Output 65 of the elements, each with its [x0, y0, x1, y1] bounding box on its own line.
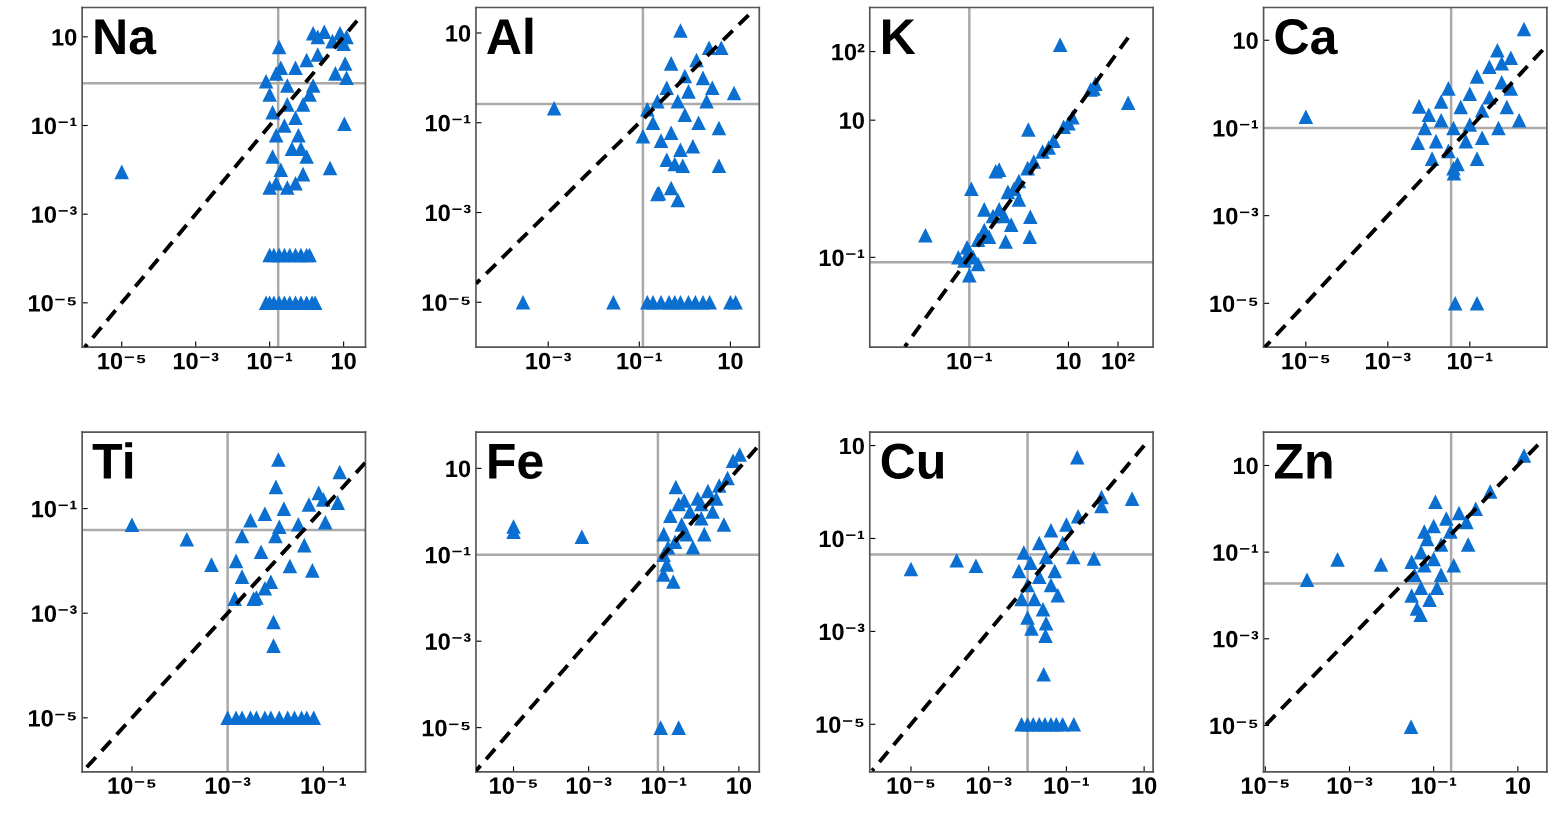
x-tick-label: 10 — [1132, 777, 1157, 794]
y-tick-label: 10⁻⁵ — [1210, 717, 1258, 735]
y-tick-label: 10 — [840, 112, 864, 129]
y-tick-label: 10 — [446, 460, 471, 478]
x-tick-label: 10⁻¹ — [947, 352, 992, 370]
y-tick-label: 10 — [1233, 32, 1258, 50]
x-tick-label: 10 — [1506, 777, 1531, 794]
chart-title: Cu — [881, 443, 944, 480]
x-tick-label: 10⁻¹ — [1411, 777, 1457, 794]
y-tick-label: 10⁻³ — [819, 623, 865, 641]
y-tick-label: 10⁻³ — [32, 206, 77, 223]
x-tick-label: 10⁻⁵ — [490, 777, 537, 794]
y-tick-label: 10⁻³ — [426, 633, 471, 650]
y-tick-label: 10⁻¹ — [1213, 544, 1258, 561]
x-tick-label: 10⁻³ — [526, 352, 571, 370]
y-tick-label: 10⁻¹ — [426, 114, 471, 132]
y-tick-label: 10 — [52, 28, 77, 46]
y-tick-label: 10⁻⁵ — [816, 716, 864, 734]
y-tick-label: 10⁻¹ — [1213, 120, 1258, 137]
y-tick-label: 10² — [832, 43, 865, 61]
x-tick-label: 10⁻³ — [1366, 352, 1411, 370]
y-tick-label: 10 — [446, 25, 471, 42]
y-tick-label: 10⁻¹ — [426, 546, 471, 564]
x-tick-label: 10⁻⁵ — [1282, 352, 1330, 370]
y-tick-label: 10⁻⁵ — [1210, 295, 1258, 313]
chart-title: K — [883, 19, 916, 54]
y-tick-label: 10⁻³ — [1213, 630, 1259, 648]
y-tick-label: 10⁻³ — [32, 605, 77, 622]
x-tick-label: 10 — [727, 777, 752, 794]
y-tick-label: 10⁻⁵ — [422, 294, 470, 312]
x-tick-label: 10⁻¹ — [641, 777, 687, 794]
chart-title: Na — [95, 19, 157, 55]
x-tick-label: 10⁻⁵ — [887, 777, 935, 794]
chart-title: Zn — [1274, 444, 1332, 479]
x-tick-label: 10 — [1056, 352, 1081, 370]
x-tick-label: 10⁻³ — [566, 777, 612, 794]
y-tick-label: 10⁻⁵ — [28, 709, 76, 727]
x-tick-label: 10⁻³ — [173, 352, 219, 370]
chart-title: Al — [487, 17, 533, 54]
chart-title: Fe — [489, 444, 543, 480]
y-tick-label: 10 — [1233, 457, 1258, 475]
x-tick-label: 10² — [1102, 352, 1135, 370]
x-tick-label: 10⁻³ — [205, 777, 251, 794]
x-tick-label: 10⁻³ — [1327, 777, 1373, 794]
x-tick-label: 10⁻¹ — [247, 352, 293, 370]
y-tick-label: 10⁻¹ — [819, 530, 865, 548]
y-tick-label: 10⁻⁵ — [28, 294, 76, 312]
y-tick-label: 10⁻¹ — [32, 117, 77, 135]
x-tick-label: 10⁻³ — [966, 777, 1012, 794]
chart-title: Ti — [92, 442, 133, 479]
x-tick-label: 10⁻¹ — [1448, 352, 1493, 370]
y-tick-label: 10⁻¹ — [32, 500, 77, 518]
x-tick-label: 10⁻¹ — [1044, 777, 1089, 794]
y-tick-label: 10⁻⁵ — [422, 719, 470, 737]
x-tick-label: 10 — [331, 352, 356, 370]
chart-title: Ca — [1275, 18, 1338, 55]
x-tick-label: 10 — [718, 352, 743, 370]
y-tick-label: 10⁻¹ — [819, 249, 865, 267]
y-tick-label: 10 — [840, 437, 864, 455]
y-tick-label: 10⁻³ — [426, 204, 471, 222]
y-tick-label: 10⁻³ — [1213, 207, 1259, 225]
x-tick-label: 10⁻⁵ — [108, 777, 156, 794]
x-tick-label: 10⁻¹ — [617, 352, 662, 370]
x-tick-label: 10⁻⁵ — [98, 352, 146, 370]
x-tick-label: 10⁻¹ — [301, 777, 346, 794]
